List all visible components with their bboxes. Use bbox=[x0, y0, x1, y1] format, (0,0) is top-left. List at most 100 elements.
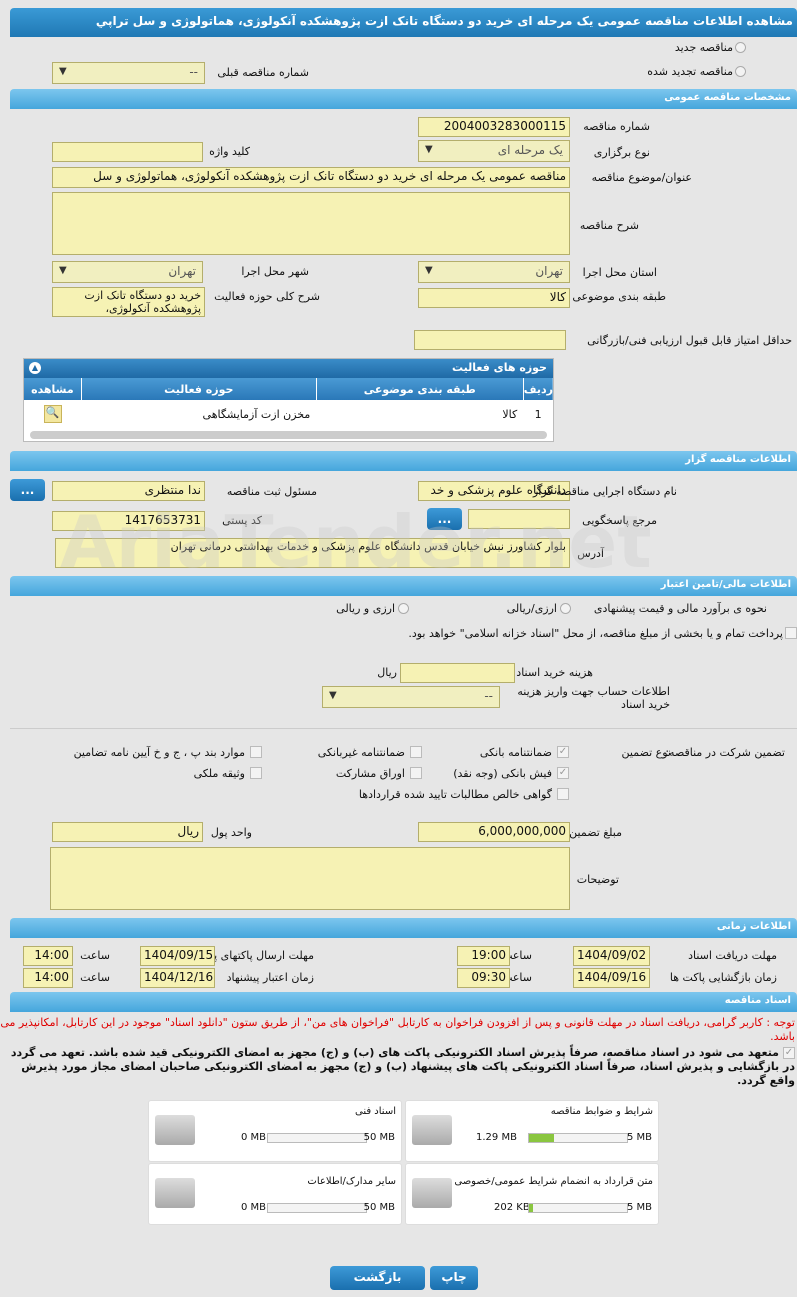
currency-and-rial-radio[interactable] bbox=[398, 603, 409, 614]
print-button[interactable]: چاپ bbox=[430, 1266, 478, 1290]
activity-label: شرح کلی حوزه فعالیت bbox=[214, 290, 320, 303]
currency-label: واحد پول bbox=[210, 826, 252, 839]
subject-field[interactable]: مناقصه عمومی یک مرحله ای خرید دو دستگاه … bbox=[52, 167, 570, 188]
currency-rial-label: ارزی/ریالی bbox=[506, 602, 557, 615]
reference-label: مرجع پاسخگویی bbox=[582, 514, 657, 527]
regulation-items-checkbox[interactable] bbox=[250, 746, 262, 758]
time-label: ساعت bbox=[80, 949, 110, 962]
col-field: حوزه فعالیت bbox=[80, 378, 317, 400]
account-select[interactable]: -- ▼ bbox=[322, 686, 500, 708]
property-collateral-checkbox[interactable] bbox=[250, 767, 262, 779]
new-tender-label: مناقصه جدید bbox=[674, 41, 733, 54]
description-textarea[interactable] bbox=[52, 192, 570, 255]
prev-number-select[interactable]: -- ▼ bbox=[52, 62, 205, 84]
divider bbox=[10, 728, 797, 729]
bonds-checkbox[interactable] bbox=[410, 767, 422, 779]
guarantee-amount-field[interactable]: 6,000,000,000 bbox=[418, 822, 570, 842]
province-label: استان محل اجرا bbox=[582, 266, 657, 279]
city-value: تهران bbox=[168, 264, 196, 278]
file-max-size: 50 MB bbox=[363, 1202, 395, 1213]
submit-deadline-time[interactable]: 14:00 bbox=[23, 946, 73, 966]
bank-guarantee-label: ضمانتنامه بانکی bbox=[479, 746, 552, 759]
file-name: شرایط و ضوابط مناقصه bbox=[550, 1106, 653, 1117]
file-size: 1.29 MB bbox=[476, 1132, 517, 1143]
currency-field[interactable]: ریال bbox=[52, 822, 203, 842]
file-max-size: 5 MB bbox=[626, 1132, 652, 1143]
cash-receipt-checkbox[interactable]: ✓ bbox=[557, 767, 569, 779]
file-box-contract[interactable]: متن قرارداد به انضمام شرایط عمومی/خصوصی … bbox=[405, 1163, 659, 1225]
file-box-other[interactable]: سایر مدارک/اطلاعات 0 MB 50 MB bbox=[148, 1163, 402, 1225]
doc-deadline-time[interactable]: 19:00 bbox=[457, 946, 510, 966]
time-label: ساعت bbox=[80, 971, 110, 984]
row-field: مخزن ازت آزمایشگاهی bbox=[202, 407, 311, 421]
doc-deadline-label: مهلت دریافت اسناد bbox=[688, 949, 777, 962]
submit-deadline-label: مهلت ارسال پاکتهای پیشنهاد bbox=[184, 949, 314, 962]
page-title: مشاهده اطلاعات مناقصه عمومی یک مرحله ای … bbox=[10, 8, 797, 37]
row-category: کالا bbox=[502, 407, 518, 421]
table-row: 1 کالا مخزن ازت آزمایشگاهی 🔍 bbox=[24, 400, 553, 428]
guarantee-type-label: نوع تضمین bbox=[621, 746, 671, 759]
doc-deadline-date[interactable]: 1404/09/02 bbox=[573, 946, 650, 966]
nonbank-guarantee-label: ضمانتنامه غیربانکی bbox=[317, 746, 405, 759]
tender-number-field[interactable]: 2004003283000115 bbox=[418, 117, 570, 137]
horizontal-scrollbar[interactable] bbox=[30, 431, 547, 439]
folder-icon bbox=[412, 1178, 452, 1208]
collapse-icon[interactable]: ▲ bbox=[29, 362, 41, 374]
renewed-tender-radio[interactable] bbox=[735, 66, 746, 77]
province-select[interactable]: تهران ▼ bbox=[418, 261, 570, 283]
reference-field[interactable] bbox=[468, 509, 570, 529]
min-score-label: حداقل امتیاز قابل قبول ارزیابی فنی/بازرگ… bbox=[587, 334, 792, 347]
treasury-label: پرداخت تمام و یا بخشی از مبلغ مناقصه، از… bbox=[408, 627, 783, 640]
validity-time[interactable]: 14:00 bbox=[23, 968, 73, 988]
city-label: شهر محل اجرا bbox=[241, 265, 309, 278]
min-score-field[interactable] bbox=[414, 330, 566, 350]
treasury-checkbox[interactable] bbox=[785, 627, 797, 639]
responsible-field[interactable]: ندا منتظری bbox=[52, 481, 205, 501]
keyword-field[interactable] bbox=[52, 142, 203, 162]
nonbank-guarantee-checkbox[interactable] bbox=[410, 746, 422, 758]
col-view: مشاهده bbox=[31, 382, 74, 396]
bank-guarantee-checkbox[interactable]: ✓ bbox=[557, 746, 569, 758]
type-label: نوع برگزاری bbox=[593, 146, 650, 159]
postal-code-field[interactable]: 1417653731 bbox=[52, 511, 205, 531]
back-button[interactable]: بازگشت bbox=[330, 1266, 425, 1290]
commitment-text: متعهد می شود در اسناد مناقصه، صرفاً پذیر… bbox=[10, 1046, 795, 1087]
file-box-technical[interactable]: اسناد فنی 0 MB 50 MB bbox=[148, 1100, 402, 1162]
activity-textarea[interactable]: خرید دو دستگاه تانک ازت پژوهشکده آنکولوژ… bbox=[52, 287, 205, 317]
type-value: یک مرحله ای bbox=[497, 143, 563, 157]
opening-date[interactable]: 1404/09/16 bbox=[573, 968, 650, 988]
currency-rial-radio[interactable] bbox=[560, 603, 571, 614]
province-value: تهران bbox=[535, 264, 563, 278]
validity-date[interactable]: 1404/12/16 bbox=[140, 968, 215, 988]
select-responsible-button[interactable]: ... bbox=[10, 479, 45, 501]
file-name: سایر مدارک/اطلاعات bbox=[307, 1176, 396, 1187]
file-name: متن قرارداد به انضمام شرایط عمومی/خصوصی bbox=[454, 1176, 653, 1187]
account-value: -- bbox=[484, 689, 493, 703]
renewed-tender-label: مناقصه تجدید شده bbox=[647, 65, 733, 78]
select-reference-button[interactable]: ... bbox=[427, 508, 462, 530]
file-progress-bar bbox=[528, 1133, 628, 1143]
notes-textarea[interactable] bbox=[50, 847, 570, 910]
doc-cost-field[interactable] bbox=[400, 663, 515, 683]
opening-time[interactable]: 09:30 bbox=[457, 968, 510, 988]
file-size: 0 MB bbox=[241, 1202, 267, 1213]
guarantee-label: تضمین شرکت در مناقصه: bbox=[665, 746, 785, 759]
regulation-items-label: موارد بند پ ، ج و خ آیین نامه تضامین bbox=[73, 746, 245, 759]
file-box-terms[interactable]: شرایط و ضوابط مناقصه 1.29 MB 5 MB bbox=[405, 1100, 659, 1162]
org-field[interactable]: دانشگاه علوم پزشکی و خد bbox=[418, 481, 570, 501]
receivables-checkbox[interactable] bbox=[557, 788, 569, 800]
commitment-checkbox[interactable]: ✓ bbox=[783, 1047, 795, 1059]
category-field[interactable]: کالا bbox=[418, 288, 570, 308]
submit-deadline-date[interactable]: 1404/09/15 bbox=[140, 946, 215, 966]
city-select[interactable]: تهران ▼ bbox=[52, 261, 203, 283]
chevron-down-icon: ▼ bbox=[425, 144, 433, 155]
new-tender-radio[interactable] bbox=[735, 42, 746, 53]
subject-label: عنوان/موضوع مناقصه bbox=[591, 171, 692, 184]
address-field[interactable]: بلوار کشاورز نبش خیابان قدس دانشگاه علوم… bbox=[55, 538, 570, 568]
file-size: 202 KB bbox=[494, 1202, 530, 1213]
validity-label: زمان اعتبار پیشنهاد bbox=[226, 971, 314, 984]
org-label: نام دستگاه اجرایی مناقصه گزار bbox=[533, 485, 677, 498]
view-icon[interactable]: 🔍 bbox=[43, 405, 62, 423]
chevron-down-icon: ▼ bbox=[59, 265, 67, 276]
type-select[interactable]: یک مرحله ای ▼ bbox=[418, 140, 570, 162]
